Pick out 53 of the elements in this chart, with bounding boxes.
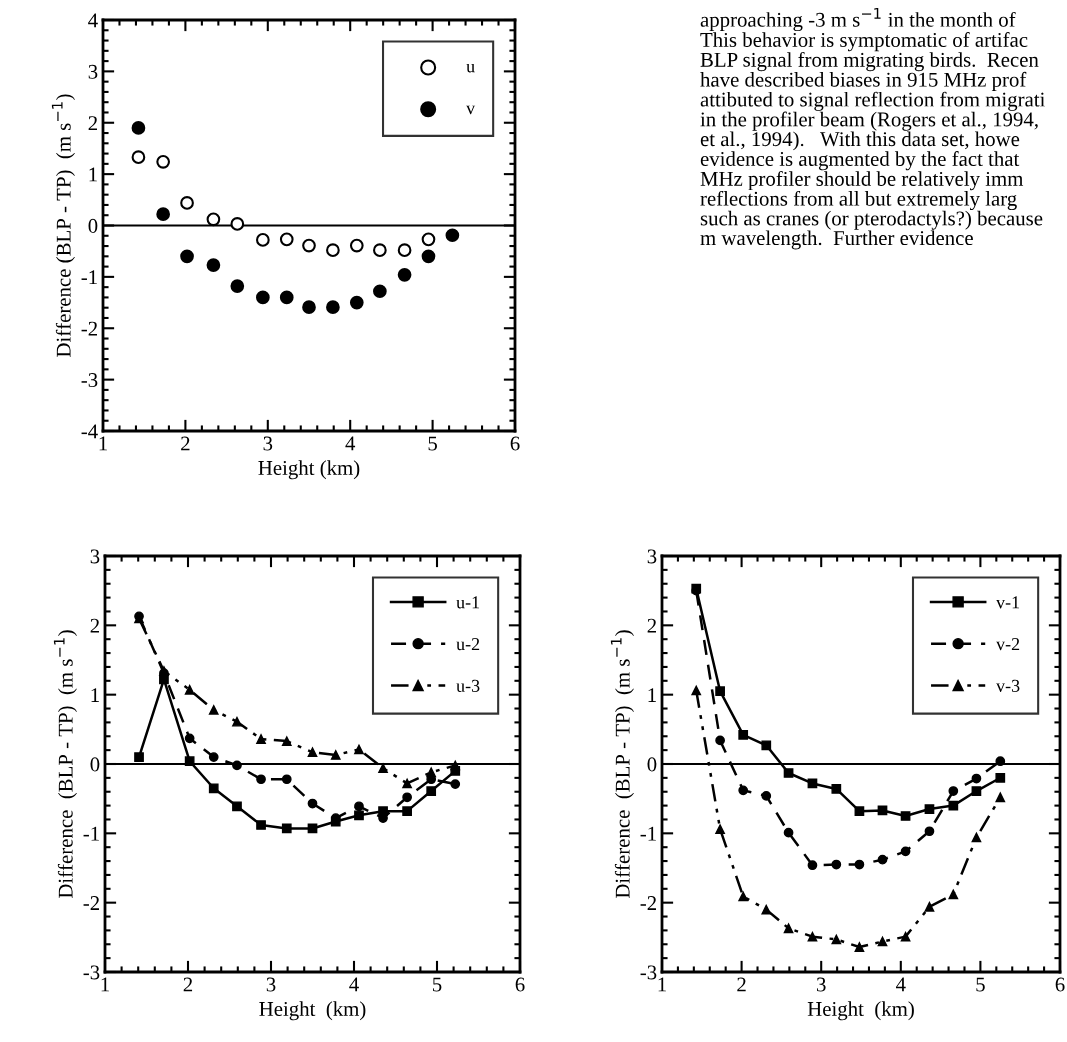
legend-label: u-3 (456, 679, 480, 692)
legend-label: v (466, 105, 476, 115)
y-axis-title: Difference (BLP - TP) (m s$^{−1}$) (53, 630, 77, 899)
x-tick-label: 2 (737, 977, 746, 992)
x-tick-label: 3 (266, 977, 276, 992)
y-tick-label: -2 (81, 321, 97, 336)
y-tick-label: -3 (640, 965, 657, 980)
y-tick-label: 1 (89, 167, 97, 182)
y-tick-label: 2 (647, 618, 656, 633)
x-tick-label: 3 (263, 436, 273, 451)
x-tick-label: 5 (433, 977, 442, 992)
x-tick-label: 4 (345, 436, 356, 451)
x-tick-label: 5 (976, 977, 985, 992)
y-tick-label: -3 (81, 373, 98, 388)
x-tick-label: 6 (1055, 977, 1065, 992)
x-tick-label: 3 (816, 977, 826, 992)
y-tick-label: 0 (88, 218, 98, 233)
x-tick-label: 6 (515, 977, 525, 992)
x-axis-title: Height (km) (259, 1001, 366, 1021)
y-tick-label: 0 (647, 757, 657, 772)
y-axis-title: Difference (BLP - TP) (m s$^{−1}$) (51, 94, 75, 357)
y-tick-label: 3 (647, 549, 657, 564)
legend-label: u (466, 63, 475, 73)
y-tick-label: 2 (90, 618, 99, 633)
x-tick-label: 2 (181, 436, 190, 451)
y-axis-title: Difference (BLP - TP) (m s$^{−1}$) (610, 630, 634, 899)
y-tick-label: -4 (81, 424, 98, 439)
legend-label: u-1 (456, 596, 480, 609)
x-tick-label: 4 (349, 977, 359, 992)
y-tick-label: -1 (83, 826, 99, 841)
y-tick-label: -1 (81, 270, 97, 285)
y-tick-label: 2 (88, 116, 97, 130)
text: approaching -3 m s$^{−1}$ in the month of This behavior is symptomatic of artifac BLP signal from migrating birds. Recen have described biases in 915 MHz prof attibuted to signal reflection from migrati in the profiler beam (Rogers et al., 1994, et al., 1994). With this data set, howe evidence is augmented by the fact that MHz profiler should be relatively imm reflections from all but extremely larg such as cranes (or pterodactyls?) because m wavelength. Further evidence (700, 8, 1045, 250)
y-tick-label: -3 (83, 965, 100, 980)
y-tick-label: 1 (91, 688, 99, 702)
legend-label: v-1 (996, 596, 1020, 609)
y-tick-label: 3 (88, 64, 98, 79)
y-tick-label: 3 (90, 549, 100, 564)
y-tick-label: 4 (88, 13, 98, 28)
y-tick-label: -2 (83, 896, 99, 910)
legend-label: v-2 (996, 638, 1020, 651)
legend-label: u-2 (456, 638, 480, 651)
legend-label: v-3 (996, 679, 1020, 692)
x-tick-label: 2 (183, 977, 193, 992)
y-tick-label: 0 (90, 757, 100, 772)
x-tick-label: 4 (896, 977, 906, 992)
x-tick-label: 5 (428, 436, 437, 451)
y-tick-label: 1 (648, 688, 656, 702)
x-tick-label: 6 (510, 436, 520, 451)
x-axis-title: Height (km) (258, 460, 360, 480)
x-axis-title: Height (km) (807, 1001, 914, 1021)
y-tick-label: -1 (640, 826, 656, 841)
y-tick-label: -2 (640, 896, 656, 910)
